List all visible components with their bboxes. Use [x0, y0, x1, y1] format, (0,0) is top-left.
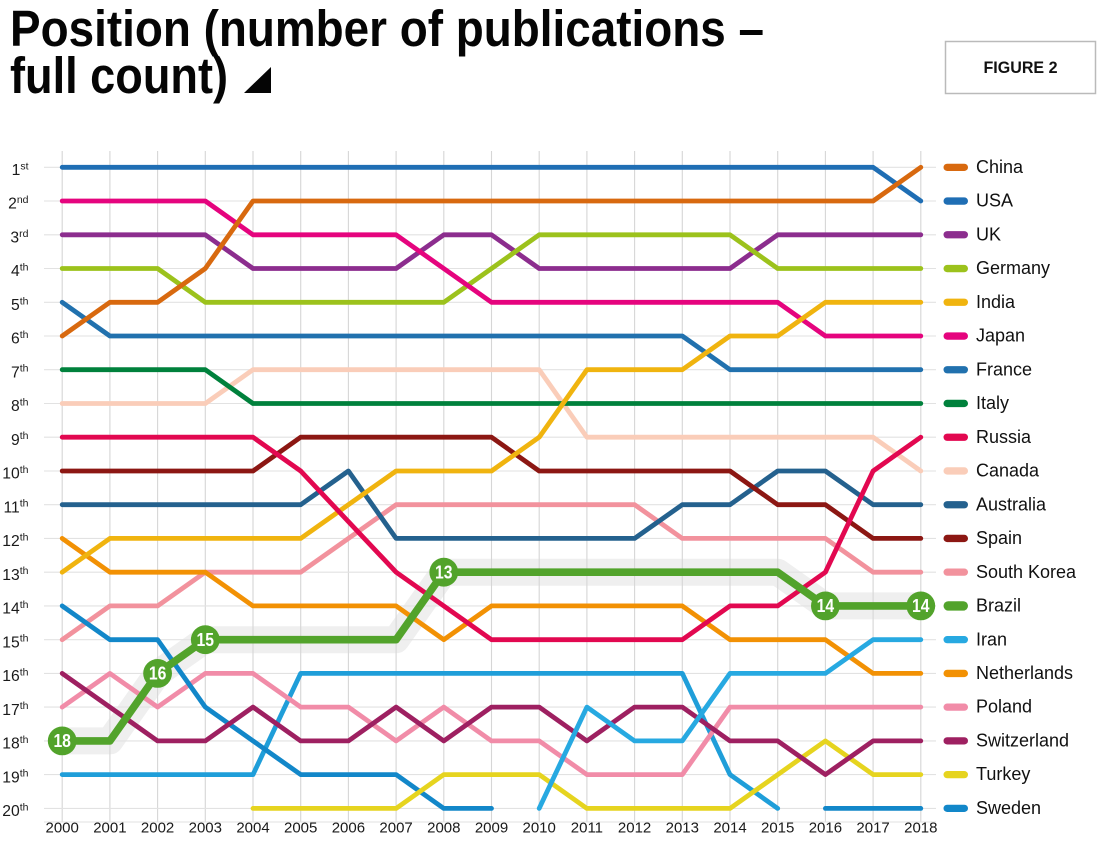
svg-text:Germany: Germany: [976, 258, 1050, 278]
svg-text:Canada: Canada: [976, 461, 1040, 481]
svg-text:full count): full count): [10, 47, 228, 104]
svg-text:13: 13: [435, 563, 453, 583]
svg-text:Italy: Italy: [976, 393, 1009, 413]
svg-text:2010: 2010: [523, 820, 556, 837]
svg-text:Position (number of publicatio: Position (number of publications –: [10, 0, 764, 57]
svg-text:Spain: Spain: [976, 528, 1022, 548]
svg-text:2011: 2011: [571, 820, 603, 837]
svg-text:15: 15: [197, 630, 215, 650]
svg-text:2018: 2018: [904, 820, 937, 837]
svg-text:Australia: Australia: [976, 494, 1047, 514]
svg-text:2002: 2002: [141, 820, 174, 837]
svg-text:2007: 2007: [379, 820, 412, 837]
svg-text:India: India: [976, 292, 1016, 312]
svg-text:2008: 2008: [427, 820, 460, 837]
svg-text:18: 18: [53, 731, 71, 751]
svg-text:France: France: [976, 359, 1032, 379]
svg-text:2004: 2004: [236, 820, 269, 837]
svg-text:China: China: [976, 157, 1024, 177]
svg-text:Iran: Iran: [976, 629, 1007, 649]
svg-text:2012: 2012: [618, 820, 651, 837]
svg-text:South Korea: South Korea: [976, 562, 1077, 582]
svg-text:2013: 2013: [666, 820, 699, 837]
svg-text:2016: 2016: [809, 820, 842, 837]
svg-text:2005: 2005: [284, 820, 317, 837]
svg-text:Netherlands: Netherlands: [976, 663, 1073, 683]
svg-text:Japan: Japan: [976, 326, 1025, 346]
svg-text:Russia: Russia: [976, 427, 1032, 447]
svg-text:2006: 2006: [332, 820, 365, 837]
svg-text:2014: 2014: [713, 820, 746, 837]
svg-text:Turkey: Turkey: [976, 764, 1030, 784]
svg-text:2009: 2009: [475, 820, 508, 837]
svg-text:2015: 2015: [761, 820, 794, 837]
svg-text:USA: USA: [976, 191, 1013, 211]
svg-text:FIGURE 2: FIGURE 2: [984, 58, 1058, 77]
svg-text:14: 14: [817, 596, 835, 616]
svg-text:14: 14: [912, 596, 930, 616]
svg-text:2003: 2003: [189, 820, 222, 837]
svg-text:16: 16: [149, 664, 167, 684]
svg-text:2000: 2000: [46, 820, 79, 837]
svg-text:2017: 2017: [856, 820, 889, 837]
svg-text:Switzerland: Switzerland: [976, 731, 1069, 751]
svg-text:2001: 2001: [93, 820, 126, 837]
svg-text:Poland: Poland: [976, 697, 1032, 717]
svg-text:UK: UK: [976, 224, 1001, 244]
svg-text:Brazil: Brazil: [976, 596, 1021, 616]
svg-text:Sweden: Sweden: [976, 798, 1041, 818]
